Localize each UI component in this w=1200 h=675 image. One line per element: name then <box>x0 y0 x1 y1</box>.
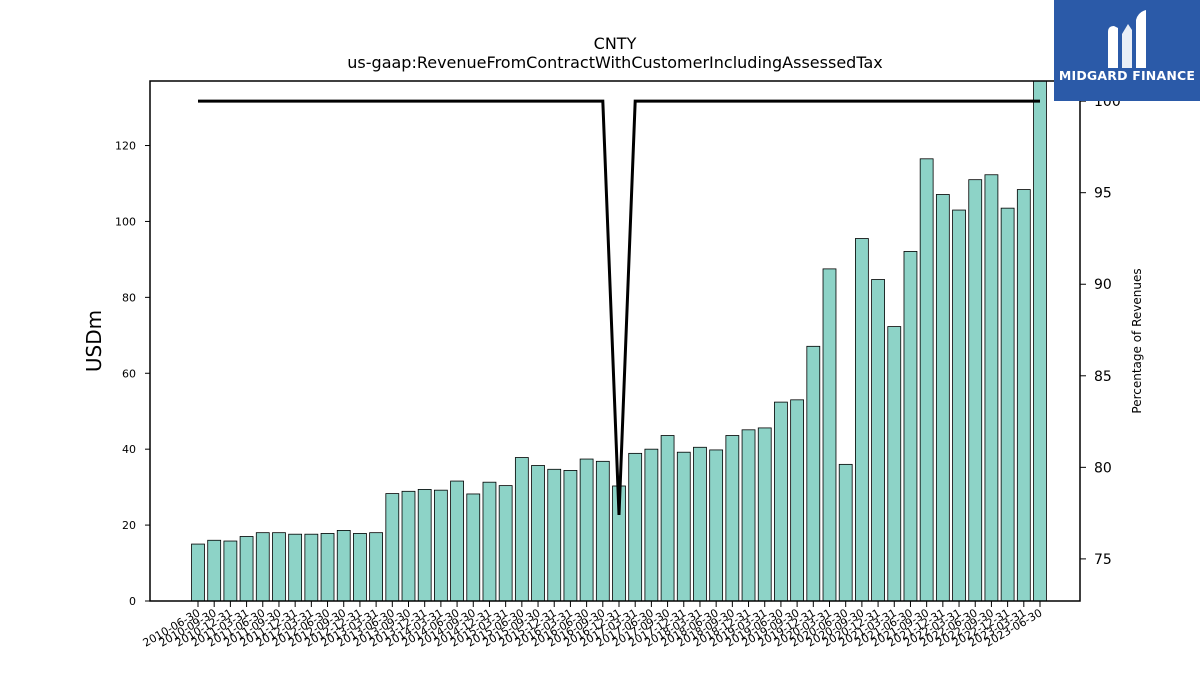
bar-2013-03-31 <box>369 532 383 602</box>
y2-tick-label: 85 <box>1094 369 1112 385</box>
y-tick-label: 60 <box>122 367 136 380</box>
bar-2019-12-31 <box>806 345 821 602</box>
bar-2020-12-31 <box>871 279 885 602</box>
bar-2018-12-31 <box>741 429 756 602</box>
y2-tick-label: 75 <box>1094 552 1112 568</box>
bar-2014-03-31 <box>434 489 448 602</box>
bar-2017-09-30 <box>660 435 675 602</box>
bar-2019-09-30 <box>790 399 804 602</box>
bar-2023-03-31 <box>1016 189 1031 602</box>
bar-2015-09-30 <box>531 465 545 602</box>
bar-2017-03-31 <box>628 452 643 602</box>
y2-tick-label: 95 <box>1094 186 1112 202</box>
bar-2018-09-30 <box>725 435 740 602</box>
bar-2014-12-31 <box>482 481 497 602</box>
bar-2018-03-31 <box>693 446 707 602</box>
bar-2013-12-31 <box>417 489 432 602</box>
percentage-line <box>198 99 1040 515</box>
bar-2021-09-30 <box>919 158 934 602</box>
y2-tick-label: 90 <box>1094 277 1112 293</box>
y-tick-label: 20 <box>122 519 136 532</box>
bar-2015-12-31 <box>547 468 562 602</box>
bar-2022-03-31 <box>952 209 966 602</box>
bar-2012-09-30 <box>336 530 351 602</box>
bar-2011-12-31 <box>288 533 303 602</box>
bar-2021-06-30 <box>903 251 918 602</box>
bar-2019-06-30 <box>774 401 788 602</box>
bar-2012-03-31 <box>304 533 319 602</box>
y2-axis-label: Percentage of Revenues <box>1130 268 1144 413</box>
logo-text: MIDGARD FINANCE <box>1058 68 1196 83</box>
y-tick-label: 120 <box>115 140 136 153</box>
bar-2012-12-31 <box>353 533 367 602</box>
bar-2022-09-30 <box>984 174 999 602</box>
bar-2016-06-30 <box>579 458 594 602</box>
bar-2016-03-31 <box>563 470 578 602</box>
y-axis-label: USDm <box>82 310 106 372</box>
bar-2010-09-30 <box>207 539 222 602</box>
chart-title: CNTY <box>594 34 637 53</box>
bar-2019-03-31 <box>757 427 772 602</box>
bar-2014-09-30 <box>466 493 481 602</box>
bar-2014-06-30 <box>450 480 464 602</box>
bar-2013-09-30 <box>401 490 416 602</box>
bar-2017-12-31 <box>676 451 691 602</box>
chart-subtitle: us-gaap:RevenueFromContractWithCustomerI… <box>347 53 882 72</box>
bar-2021-12-31 <box>935 194 950 602</box>
bar-2022-06-30 <box>968 179 983 602</box>
axes <box>145 80 1086 607</box>
bar-series <box>191 80 1047 602</box>
bar-2011-09-30 <box>272 532 286 602</box>
bar-2020-09-30 <box>855 238 869 602</box>
bar-2020-03-31 <box>822 268 837 602</box>
bar-2017-06-30 <box>644 448 659 602</box>
bar-2015-03-31 <box>498 485 513 602</box>
midgard-logo-icon <box>1108 10 1146 68</box>
bar-2020-06-30 <box>838 463 853 602</box>
bar-2018-06-30 <box>709 449 724 602</box>
bar-2016-09-30 <box>595 460 610 602</box>
bar-2011-03-31 <box>239 536 254 602</box>
y-tick-label: 100 <box>115 215 136 228</box>
y2-tick-label: 80 <box>1094 460 1112 476</box>
y-tick-label: 40 <box>122 443 136 456</box>
y-tick-label: 80 <box>122 291 136 304</box>
bar-2021-03-31 <box>887 326 902 602</box>
y-tick-label: 0 <box>129 595 136 608</box>
tick-labels: 02040608010012075808590951002010-06-3020… <box>115 94 1121 649</box>
bar-2011-06-30 <box>255 532 270 602</box>
percentage-line-series <box>198 99 1040 515</box>
plot-frame <box>149 80 1081 602</box>
bar-2015-06-30 <box>514 457 529 602</box>
bar-2022-12-31 <box>1000 207 1015 602</box>
bar-2010-06-30 <box>191 543 205 602</box>
midgard-finance-logo: MIDGARD FINANCE <box>1054 0 1200 101</box>
bar-2013-06-30 <box>385 493 400 602</box>
bar-2023-06-30 <box>1033 80 1047 602</box>
bar-2012-06-30 <box>320 533 335 602</box>
bar-2010-12-31 <box>223 540 238 602</box>
